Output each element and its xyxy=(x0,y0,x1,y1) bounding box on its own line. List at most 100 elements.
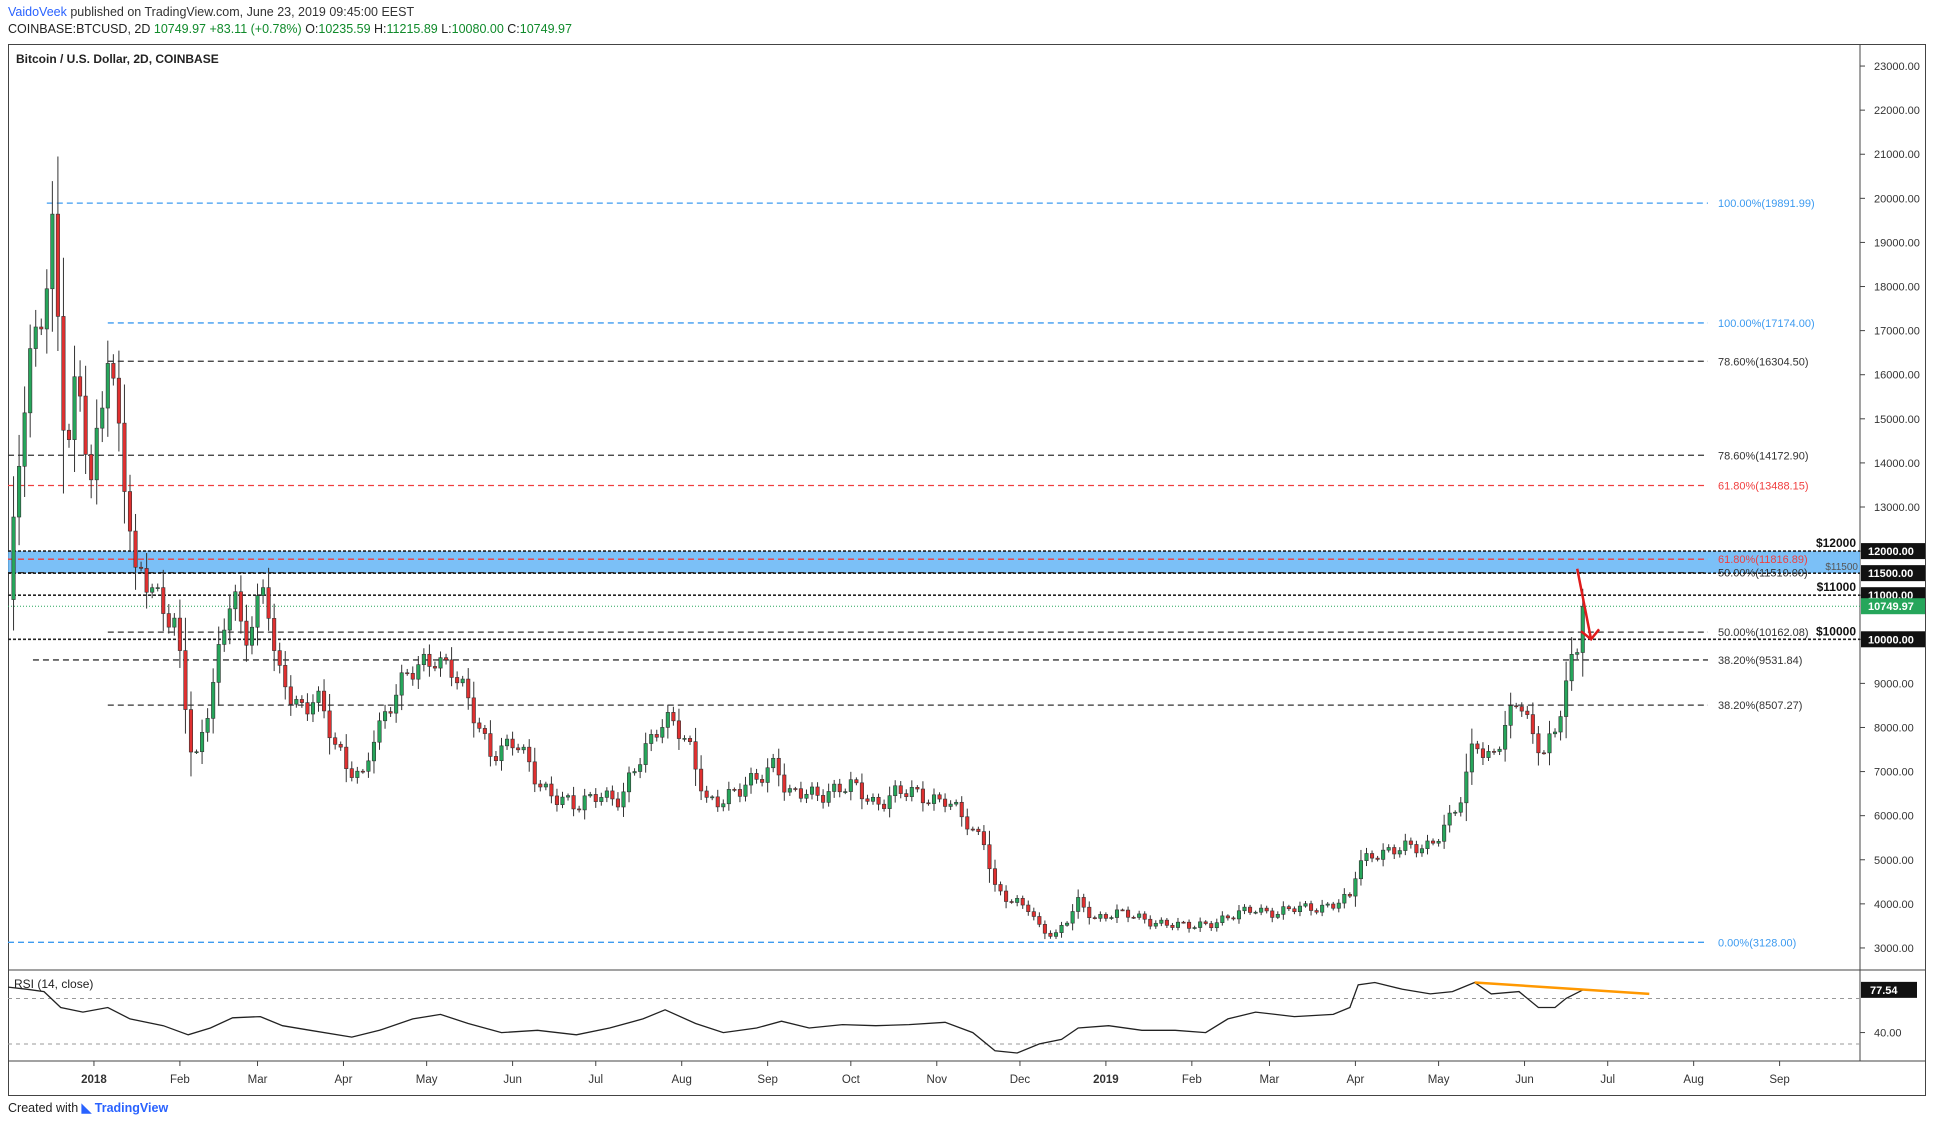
candle-body xyxy=(1220,915,1225,923)
candle-body xyxy=(1320,904,1325,913)
candle-body xyxy=(527,746,532,763)
candle-body xyxy=(571,795,576,810)
candle-body xyxy=(1519,706,1524,712)
candle-body xyxy=(1436,840,1441,844)
y-tick-label: 15000.00 xyxy=(1874,414,1920,426)
y-tick-label: 14000.00 xyxy=(1874,458,1920,470)
candle-body xyxy=(66,429,72,440)
candle-body xyxy=(865,798,870,802)
candle-body xyxy=(493,756,498,762)
price-tag-label: 11500.00 xyxy=(1868,568,1913,580)
low-value: 10080.00 xyxy=(451,22,504,36)
x-tick-label: Nov xyxy=(927,1074,948,1086)
candle-body xyxy=(183,650,188,710)
candle-body xyxy=(477,722,482,729)
candle-body xyxy=(1458,802,1463,813)
candle-body xyxy=(105,363,110,409)
candle-body xyxy=(1370,853,1375,859)
price-tag xyxy=(1861,543,1925,560)
close-value: 10749.97 xyxy=(519,22,572,36)
candle-body xyxy=(566,795,571,798)
candle-body xyxy=(155,587,160,589)
candle-body xyxy=(981,831,986,846)
candle-body xyxy=(1286,906,1291,910)
fib-level-label: 50.00%(11510.00) xyxy=(1718,568,1808,580)
x-tick-label: Feb xyxy=(1182,1074,1202,1086)
candle-body xyxy=(1325,903,1330,906)
candle-body xyxy=(1569,654,1574,682)
candle-body xyxy=(1131,916,1136,919)
candle-body xyxy=(1087,906,1092,918)
candle-body xyxy=(1525,710,1530,715)
y-tick-label: 9000.00 xyxy=(1874,678,1914,690)
y-tick-label: 18000.00 xyxy=(1874,282,1920,294)
candle-body xyxy=(410,673,415,680)
candle-body xyxy=(560,796,565,805)
candle-body xyxy=(832,783,837,792)
candle-body xyxy=(277,650,282,666)
candle-body xyxy=(1469,743,1474,773)
candle-body xyxy=(272,618,277,651)
price-chart[interactable]: Bitcoin / U.S. Dollar, 2D, COINBASE 100.… xyxy=(7,44,1926,1096)
candle-body xyxy=(1530,714,1535,735)
rsi-current-tag xyxy=(1861,981,1917,998)
created-with-label: Created with xyxy=(8,1101,79,1115)
candle-body xyxy=(1042,924,1047,934)
fib-level-label: 100.00%(19891.99) xyxy=(1718,198,1815,210)
candle-body xyxy=(200,732,205,753)
tradingview-brand[interactable]: TradingView xyxy=(94,1101,169,1115)
candle-body xyxy=(870,797,876,802)
candle-body xyxy=(11,516,16,600)
candle-body xyxy=(532,761,537,785)
candle-body xyxy=(1547,733,1552,754)
candle-body xyxy=(737,789,742,797)
published-text: published on TradingView.com, June 23, 2… xyxy=(70,5,415,19)
candle-body xyxy=(582,795,587,811)
candle-body xyxy=(987,844,992,870)
candle-body xyxy=(366,760,371,772)
candle-body xyxy=(327,710,332,739)
candle-body xyxy=(1447,812,1452,826)
candle-body xyxy=(1497,748,1502,752)
candle-body xyxy=(976,828,981,832)
x-tick-label: Jul xyxy=(588,1074,603,1086)
candle-body xyxy=(432,666,437,669)
candle-body xyxy=(804,793,809,799)
candle-body xyxy=(150,587,155,593)
candle-body xyxy=(771,757,776,769)
candle-body xyxy=(122,422,127,492)
candle-body xyxy=(227,608,232,631)
candle-body xyxy=(1564,680,1569,717)
y-tick-label: 17000.00 xyxy=(1874,326,1920,338)
candle-body xyxy=(765,767,770,783)
candle-body xyxy=(222,629,227,645)
y-tick-label: 23000.00 xyxy=(1874,61,1920,73)
price-tag-label: 12000.00 xyxy=(1868,546,1914,558)
candle-body xyxy=(482,728,487,734)
candle-body xyxy=(1181,921,1186,924)
candle-body xyxy=(305,702,310,715)
candle-body xyxy=(44,288,49,330)
candle-body xyxy=(1248,906,1253,913)
candle-body xyxy=(455,677,460,684)
candle-body xyxy=(1336,902,1341,909)
candle-body xyxy=(172,617,177,628)
candle-body xyxy=(127,491,133,532)
chart-frame[interactable]: Bitcoin / U.S. Dollar, 2D, COINBASE 100.… xyxy=(7,44,1926,1096)
candle-body xyxy=(1153,922,1158,927)
candle-body xyxy=(1408,840,1413,845)
candle-body xyxy=(1375,857,1380,860)
candle-body xyxy=(1253,911,1258,914)
candle-body xyxy=(322,690,327,712)
candle-body xyxy=(360,770,365,773)
candle-body xyxy=(604,790,609,798)
candle-body xyxy=(1004,890,1009,902)
candle-body xyxy=(177,617,182,651)
fib-level-label: 38.20%(9531.84) xyxy=(1718,655,1802,667)
author-link[interactable]: VaidoVeek xyxy=(8,5,67,19)
candle-body xyxy=(1575,652,1580,655)
tradingview-logo-icon[interactable]: ◣ xyxy=(81,1101,92,1115)
candle-body xyxy=(632,771,637,774)
candle-body xyxy=(1503,725,1508,750)
candle-body xyxy=(931,794,937,804)
